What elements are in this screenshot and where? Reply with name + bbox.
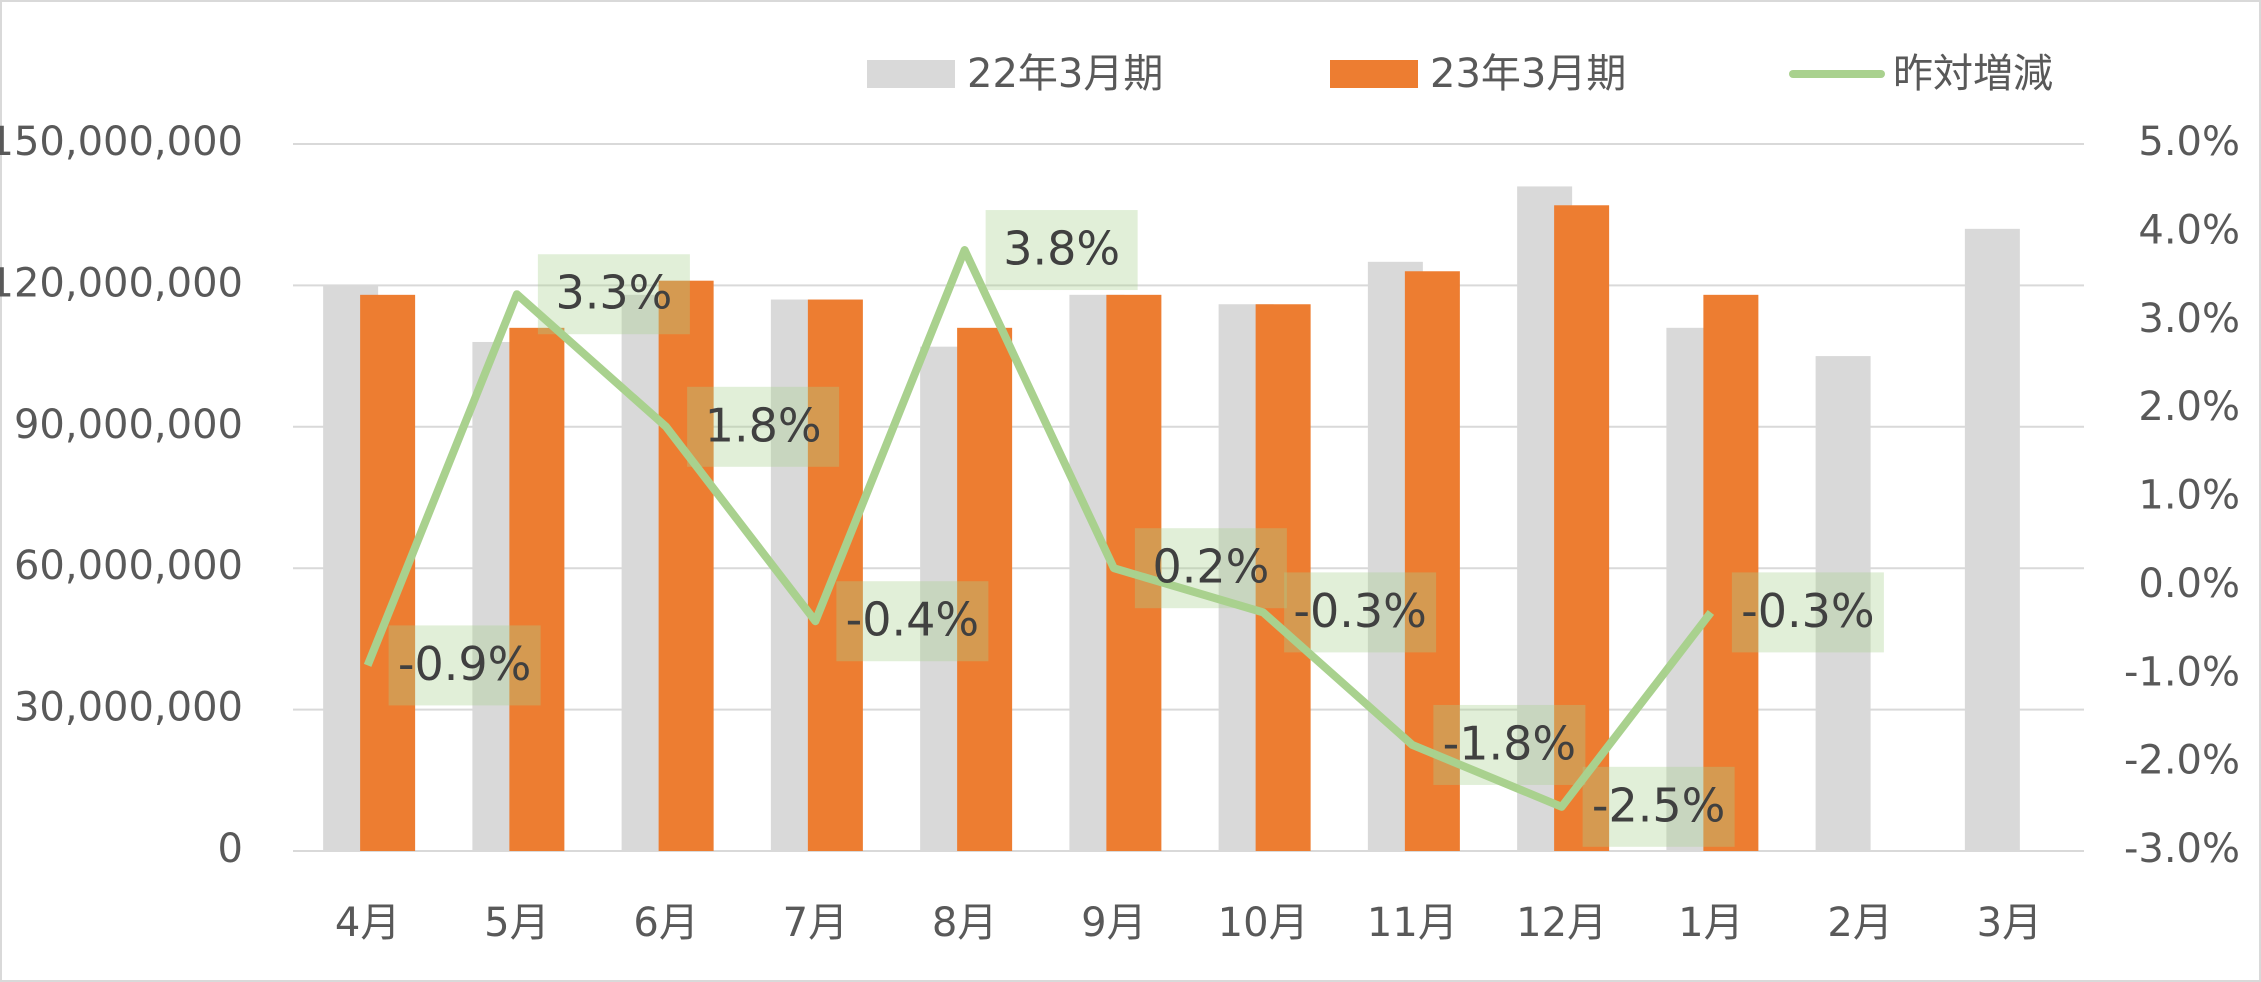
y2-tick-label: 2.0% (2138, 384, 2240, 430)
y2-tick-label: -3.0% (2124, 826, 2240, 872)
y-tick-label: 60,000,000 (14, 543, 243, 589)
y2-tick-label: 3.0% (2138, 296, 2240, 342)
data-label-box (836, 581, 989, 662)
y-tick-label: 150,000,000 (0, 119, 243, 165)
x-tick-label: 1月 (1678, 900, 1743, 946)
data-label: -0.4% (846, 593, 979, 647)
bar (1554, 205, 1610, 852)
legend-swatch (867, 60, 955, 88)
data-label-box (388, 625, 541, 706)
x-tick-label: 9月 (1081, 900, 1146, 946)
data-label: -0.9% (398, 637, 531, 691)
x-tick-label: 7月 (783, 900, 848, 946)
y-tick-label: 90,000,000 (14, 402, 243, 448)
bar (957, 327, 1013, 851)
data-label: 3.8% (1003, 222, 1120, 276)
legend-label: 22年3月期 (967, 51, 1163, 97)
x-tick-label: 2月 (1827, 900, 1892, 946)
x-tick-label: 11月 (1367, 900, 1458, 946)
data-label: 3.3% (555, 266, 672, 320)
data-label-box (1582, 766, 1735, 847)
bar (1815, 356, 1871, 851)
legend-label: 23年3月期 (1430, 51, 1626, 97)
data-label-box (1731, 572, 1884, 653)
legend-label: 昨対増減 (1893, 51, 2053, 97)
data-label-box (1284, 572, 1437, 653)
x-tick-label: 3月 (1977, 900, 2042, 946)
data-label-box (985, 210, 1138, 291)
line-series (363, 246, 1715, 811)
x-tick-label: 4月 (335, 900, 400, 946)
x-tick-label: 8月 (932, 900, 997, 946)
data-label-box (1134, 528, 1287, 609)
bar (1703, 294, 1759, 851)
legend-swatch (1330, 60, 1418, 88)
data-label: -0.3% (1293, 584, 1426, 638)
y2-tick-label: 1.0% (2138, 473, 2240, 519)
bar (658, 280, 714, 852)
y2-tick-label: 5.0% (2138, 119, 2240, 165)
bar (509, 327, 565, 851)
data-label: 0.2% (1152, 540, 1269, 594)
data-label: -2.5% (1592, 778, 1725, 832)
y2-tick-label: 4.0% (2138, 207, 2240, 253)
data-label: -0.3% (1741, 584, 1874, 638)
y-tick-label: 0 (218, 826, 243, 872)
y2-tick-label: -1.0% (2124, 649, 2240, 695)
data-label-box (537, 254, 690, 335)
bar (1255, 304, 1311, 852)
x-tick-label: 12月 (1516, 900, 1607, 946)
data-label: 1.8% (705, 398, 822, 452)
x-tick-label: 10月 (1218, 900, 1309, 946)
y2-tick-label: -2.0% (2124, 738, 2240, 784)
x-tick-label: 6月 (633, 900, 698, 946)
y2-tick-label: 0.0% (2138, 561, 2240, 607)
y-tick-label: 30,000,000 (14, 685, 243, 731)
bar (1964, 228, 2020, 852)
data-label-box (1433, 704, 1586, 785)
y-tick-label: 120,000,000 (0, 260, 243, 306)
x-tick-label: 5月 (484, 900, 549, 946)
data-label-box (687, 386, 840, 467)
data-label: -1.8% (1443, 716, 1576, 770)
